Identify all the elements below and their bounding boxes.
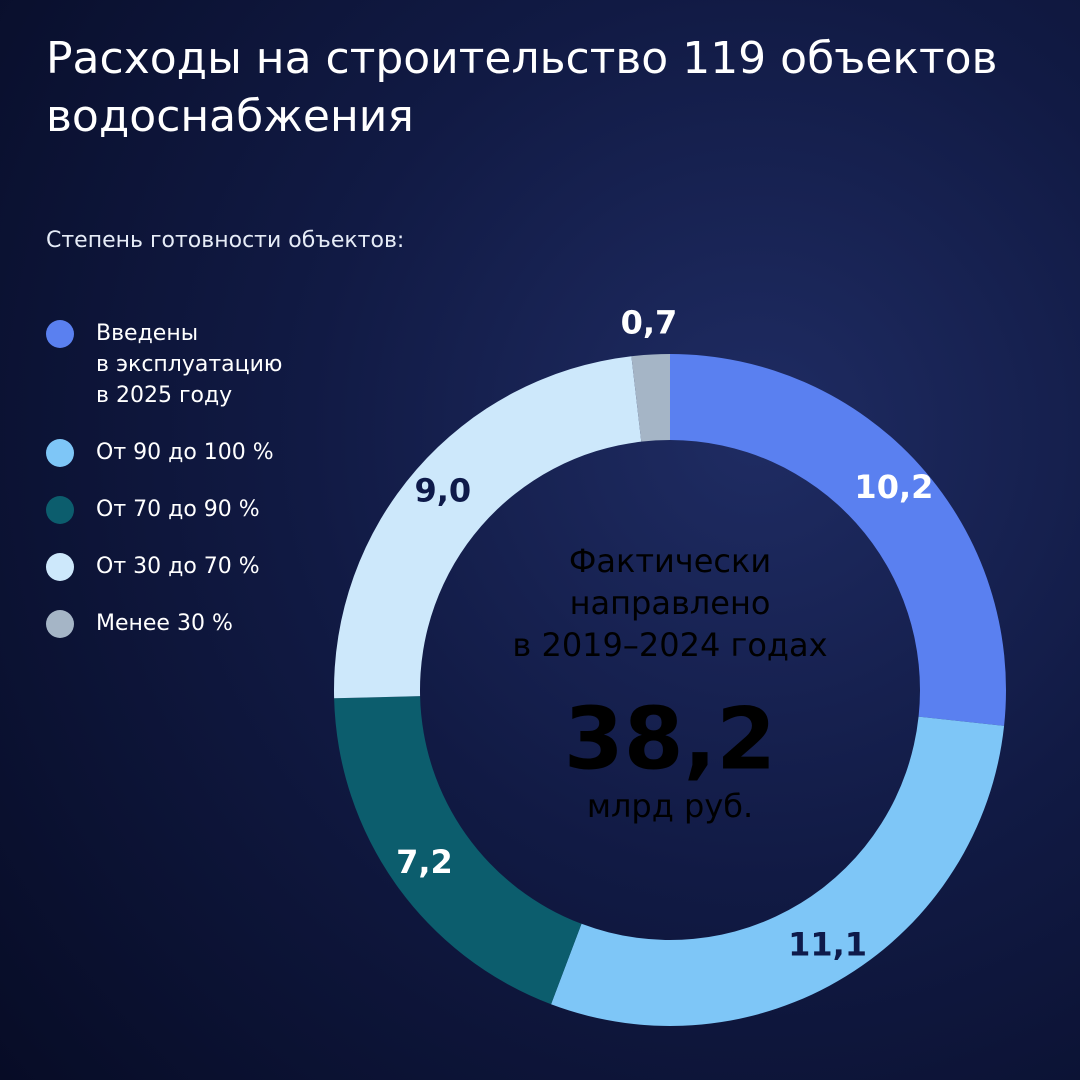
legend-label: От 30 до 70 % (96, 554, 260, 579)
donut-segment (631, 354, 670, 442)
unit: млрд руб. (587, 787, 753, 825)
data-label: 11,1 (788, 925, 867, 963)
legend-label: От 70 до 90 % (96, 497, 260, 522)
donut-segment (670, 354, 1006, 726)
data-label: 0,7 (621, 304, 678, 342)
donut-segment (334, 356, 642, 699)
legend-item: Менее 30 % (46, 608, 282, 639)
center-text: Фактически направлено в 2019–2024 годах (512, 542, 827, 664)
legend-swatch (46, 439, 74, 467)
legend-item: Введены в эксплуатацию в 2025 году (46, 318, 282, 411)
data-label: 7,2 (396, 843, 453, 881)
legend-item: От 30 до 70 % (46, 551, 282, 582)
legend-item: От 70 до 90 % (46, 494, 282, 525)
chart-title: Расходы на строительство 119 объектов во… (46, 33, 998, 142)
legend-swatch (46, 553, 74, 581)
legend-item: От 90 до 100 % (46, 437, 282, 468)
legend-swatch (46, 320, 74, 348)
donut-segment (551, 716, 1005, 1026)
legend-label: Менее 30 % (96, 611, 233, 636)
data-label: 9,0 (414, 472, 471, 510)
legend-swatch (46, 496, 74, 524)
donut-segment (334, 696, 582, 1005)
legend-label: Введены в эксплуатацию в 2025 году (96, 321, 283, 408)
legend: Введены в эксплуатацию в 2025 году От 90 … (46, 318, 282, 665)
data-label: 10,2 (854, 468, 933, 506)
legend-label: От 90 до 100 % (96, 440, 274, 465)
chart-subtitle: Степень готовности объектов: (46, 228, 405, 253)
legend-swatch (46, 610, 74, 638)
total: 38,2 (564, 689, 776, 789)
